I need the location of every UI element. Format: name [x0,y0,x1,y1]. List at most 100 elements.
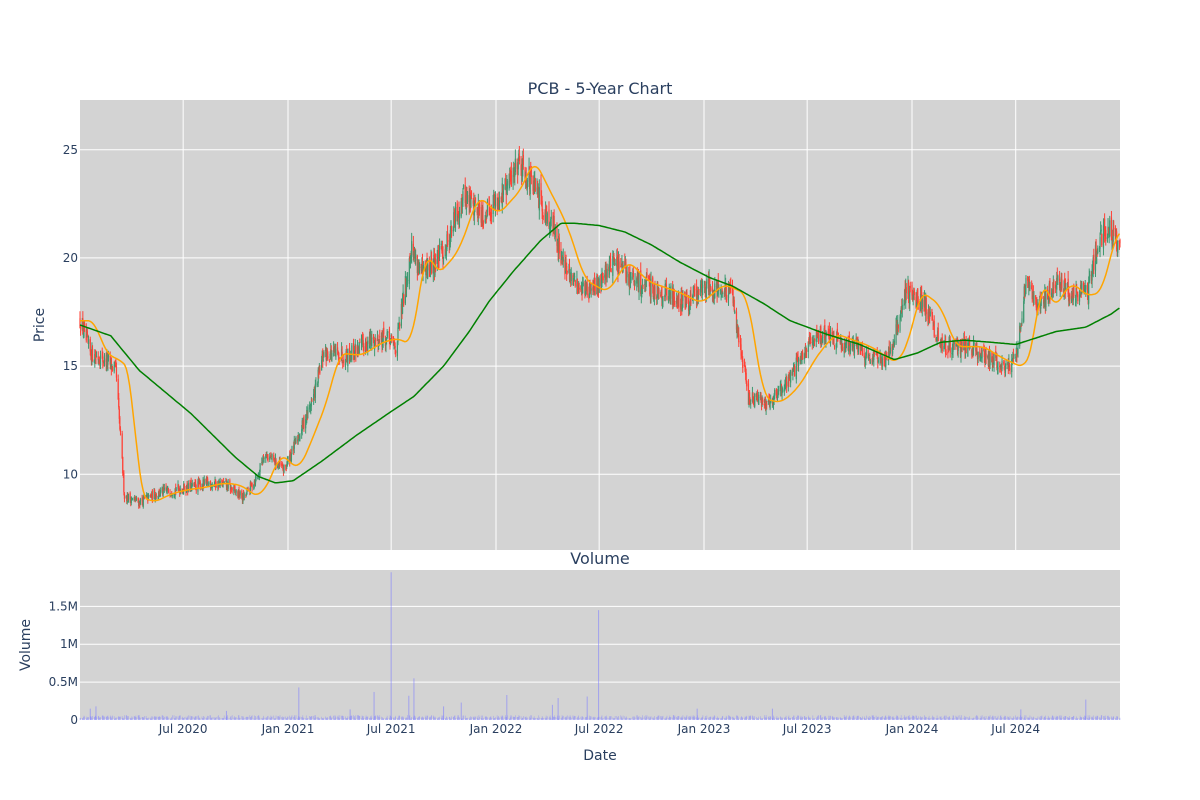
candle-body [403,294,405,305]
candle-body [831,332,833,335]
candle-body [984,351,987,364]
candle-body [821,337,824,343]
candle-body [693,287,695,290]
candle-body [294,439,296,441]
candle-body [94,354,96,364]
candle-body [678,294,680,308]
candle-body [1036,304,1038,308]
candle-body [576,279,579,290]
candle-body [867,350,869,358]
candle-body [588,283,591,298]
candle-body [1100,229,1102,232]
candle-body [90,349,92,357]
candle-body [163,487,165,490]
candle-body [470,197,472,207]
candle-body [119,428,122,432]
candle-body [303,416,305,429]
candle-body [385,337,388,341]
candle-body [1057,275,1059,281]
candle-body [763,404,766,406]
candle-body [508,180,510,186]
candle-body [784,383,787,385]
candle-body [222,482,224,488]
candle-body [801,352,804,359]
candle-body [769,402,771,409]
candle-body [1083,285,1085,291]
x-tick-label: Jul 2020 [158,722,208,736]
candle-body [778,390,780,392]
candle-body [329,361,331,362]
candle-body [238,489,240,498]
candle-body [625,278,628,280]
candle-body [254,476,257,484]
candle-body [1089,274,1091,276]
candle-body [234,486,236,491]
candle-body [342,361,344,363]
candle-body [534,178,536,192]
candle-body [421,261,424,272]
candle-body [1008,362,1011,371]
candle-body [442,257,445,259]
candle-body [805,349,808,352]
candle-body [652,277,654,287]
candle-body [287,456,289,461]
candle-body [772,401,775,405]
candle-body [377,338,379,347]
candle-body [329,353,331,360]
candle-body [262,458,264,463]
candle-body [554,226,556,238]
candle-body [121,433,123,458]
candle-body [529,170,531,195]
candle-body [345,351,347,362]
candle-body [350,355,352,357]
candle-body [566,270,568,273]
candle-body [786,381,788,388]
candle-body [752,393,754,399]
candle-body [888,347,890,356]
candle-body [239,491,241,496]
candle-body [542,215,544,217]
candle-body [431,257,433,274]
candle-body [550,218,552,229]
candle-body [353,354,355,358]
candle-body [118,409,120,419]
candle-body [317,383,319,386]
candle-body [724,282,726,295]
chart-title: PCB - 5-Year Chart [528,79,673,98]
candle-body [726,298,728,300]
candle-body [722,293,724,294]
candle-body [175,489,177,491]
candle-body [1016,353,1019,355]
candle-body [566,266,568,275]
candle-body [967,342,969,357]
candle-body [1095,241,1097,260]
price-y-tick-label: 15 [63,359,78,373]
candle-body [1106,237,1109,239]
candle-body [387,331,389,333]
candle-body [825,335,827,343]
candle-body [997,367,999,369]
candle-body [418,263,420,268]
candle-body [816,331,818,333]
candle-body [255,477,257,478]
candle-body [1104,218,1106,236]
candle-body [909,285,911,305]
candle-body [474,197,477,203]
candle-body [83,326,85,337]
candle-body [545,208,547,211]
candle-body [486,215,488,217]
candle-body [390,334,392,338]
candle-body [721,290,723,294]
candle-body [636,277,638,284]
candle-body [166,489,168,492]
candle-body [520,165,522,171]
candle-body [1113,227,1115,230]
candle-body [733,299,735,311]
candle-body [909,285,911,289]
candle-body [936,337,938,340]
candle-body [295,437,297,444]
candle-body [419,266,421,268]
candle-body [670,285,672,299]
candle-body [362,334,364,339]
candle-body [429,262,432,273]
